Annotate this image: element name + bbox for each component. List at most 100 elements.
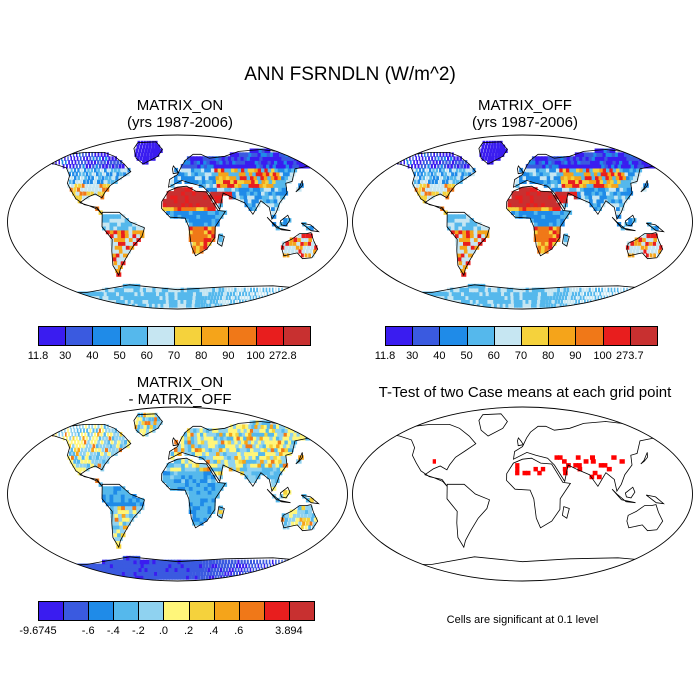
grid-cell xyxy=(173,459,179,464)
grid-cell xyxy=(596,152,602,157)
grid-cell xyxy=(133,299,139,304)
grid-cell xyxy=(260,175,266,181)
grid-cell xyxy=(275,191,281,196)
grid-cell xyxy=(572,167,578,173)
grid-cell xyxy=(177,474,182,480)
grid-cell xyxy=(249,567,252,572)
grid-cell xyxy=(188,505,194,511)
grid-cell xyxy=(68,171,71,177)
grid-cell xyxy=(635,160,642,165)
grid-cell xyxy=(54,428,56,433)
grid-cell xyxy=(300,295,302,300)
grid-cell xyxy=(312,563,314,569)
grid-cell xyxy=(279,164,285,169)
grid-cell xyxy=(627,291,629,297)
grid-cell xyxy=(198,447,203,453)
grid-cell xyxy=(481,229,486,235)
grid-cell xyxy=(157,299,161,304)
grid-cell xyxy=(435,167,439,173)
grid-cell xyxy=(192,202,197,208)
grid-cell xyxy=(284,517,288,522)
grid-cell xyxy=(109,222,114,227)
colorbar-box xyxy=(228,326,257,346)
grid-cell xyxy=(206,303,209,308)
grid-cell xyxy=(274,447,280,453)
grid-cell xyxy=(450,156,453,161)
grid-cell xyxy=(432,167,435,173)
grid-cell xyxy=(255,183,261,188)
grid-cell xyxy=(450,164,453,169)
grid-cell xyxy=(239,299,241,304)
grid-cell xyxy=(105,501,111,507)
coastline xyxy=(266,488,291,504)
grid-cell xyxy=(251,291,254,297)
grid-cell xyxy=(450,225,456,231)
grid-cell xyxy=(565,167,571,173)
grid-cell xyxy=(181,447,186,453)
grid-cell xyxy=(245,187,251,192)
grid-cell xyxy=(580,187,585,192)
figure-title: ANN FSRNDLN (W/m^2) xyxy=(244,64,456,85)
grid-cell xyxy=(216,160,221,165)
grid-cell xyxy=(241,299,244,304)
grid-cell xyxy=(627,164,634,169)
grid-cell xyxy=(270,567,272,572)
grid-cell xyxy=(192,474,197,480)
grid-cell xyxy=(498,295,503,300)
grid-cell xyxy=(66,291,73,297)
grid-cell xyxy=(181,187,186,192)
grid-cell xyxy=(522,291,527,297)
grid-cell xyxy=(207,513,212,518)
grid-cell xyxy=(171,575,176,580)
grid-cell xyxy=(188,451,193,456)
grid-cell xyxy=(548,222,554,227)
grid-cell xyxy=(597,164,604,169)
grid-cell xyxy=(234,295,237,300)
grid-cell xyxy=(177,291,182,297)
grid-cell xyxy=(120,490,126,495)
grid-cell xyxy=(115,436,118,441)
grid-cell xyxy=(436,175,439,181)
grid-cell xyxy=(298,183,304,188)
grid-cell xyxy=(254,291,257,297)
colorbar-box xyxy=(575,326,604,346)
grid-cell xyxy=(215,486,220,491)
grid-cell xyxy=(78,567,85,572)
grid-cell xyxy=(173,206,179,211)
significance-note: Cells are significant at 0.1 level xyxy=(446,614,599,626)
grid-cell xyxy=(83,191,87,196)
colorbar-label: .0 xyxy=(158,625,169,637)
grid-cell xyxy=(83,167,87,173)
grid-cell xyxy=(109,233,115,239)
grid-cell xyxy=(231,156,236,161)
grid-cell xyxy=(192,517,197,522)
grid-cell xyxy=(510,299,515,304)
grid-cell xyxy=(309,287,311,293)
grid-cell xyxy=(42,567,50,572)
grid-cell xyxy=(544,237,550,242)
grid-cell xyxy=(94,191,98,196)
grid-cell xyxy=(177,214,182,219)
grid-cell xyxy=(400,303,407,308)
grid-cell xyxy=(121,513,127,518)
grid-cell xyxy=(526,187,531,192)
grid-cell xyxy=(234,287,237,293)
grid-cell xyxy=(88,436,92,441)
grid-cell xyxy=(599,179,605,184)
grid-cell xyxy=(188,210,194,215)
grid-cell xyxy=(79,436,82,441)
grid-cell xyxy=(562,187,567,192)
grid-cell xyxy=(109,501,115,507)
grid-cell xyxy=(102,225,107,231)
grid-cell xyxy=(200,303,203,308)
grid-cell xyxy=(102,455,107,460)
grid-cell xyxy=(614,198,620,204)
grid-cell xyxy=(86,191,91,196)
grid-cell xyxy=(654,160,661,165)
grid-cell xyxy=(140,291,146,297)
grid-cell xyxy=(608,187,614,192)
grid-cell xyxy=(228,567,231,572)
grid-cell xyxy=(106,160,110,165)
grid-cell xyxy=(111,249,117,254)
grid-cell xyxy=(269,198,275,204)
